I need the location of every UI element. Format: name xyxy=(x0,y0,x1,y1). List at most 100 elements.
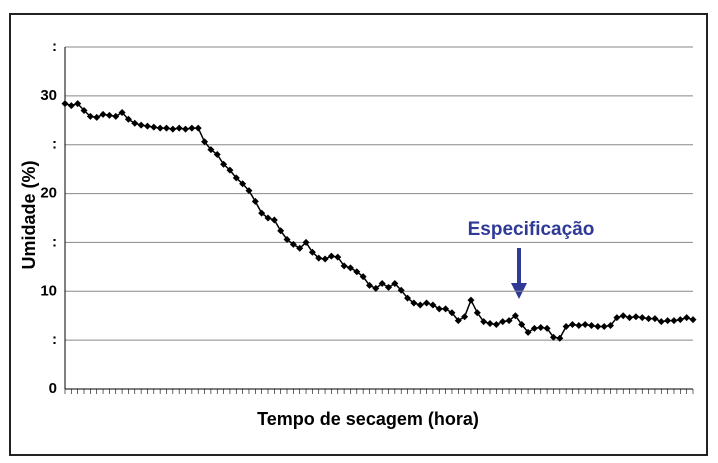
data-point xyxy=(461,313,469,321)
data-point xyxy=(613,314,621,322)
data-point xyxy=(404,294,412,302)
data-point xyxy=(385,283,393,291)
data-point xyxy=(74,100,82,108)
data-point xyxy=(308,248,316,256)
data-point xyxy=(302,238,310,246)
y-axis-title: Umidade (%) xyxy=(19,160,39,269)
data-point xyxy=(131,119,139,127)
data-point xyxy=(524,328,532,336)
data-point xyxy=(315,254,323,262)
data-point xyxy=(86,112,94,120)
data-point xyxy=(378,279,386,287)
y-tick-label: 10 xyxy=(40,282,57,299)
data-point xyxy=(340,262,348,270)
data-point xyxy=(162,124,170,132)
data-point xyxy=(568,321,576,329)
data-point xyxy=(67,102,75,110)
data-point xyxy=(683,314,691,322)
data-point xyxy=(112,112,120,120)
data-point xyxy=(543,324,551,332)
x-axis-title: Tempo de secagem (hora) xyxy=(257,409,479,429)
data-point xyxy=(391,279,399,287)
data-point xyxy=(410,299,418,307)
data-point xyxy=(143,122,151,130)
data-point xyxy=(562,322,570,330)
y-tick-label: 20 xyxy=(40,185,57,202)
data-point xyxy=(175,124,183,132)
y-tick-label: 30 xyxy=(40,87,57,104)
data-point xyxy=(575,321,583,329)
data-point xyxy=(245,187,253,195)
data-point xyxy=(505,317,513,325)
data-point xyxy=(423,299,431,307)
data-point xyxy=(232,174,240,182)
data-point xyxy=(657,318,665,326)
data-point xyxy=(137,121,145,129)
y-tick-label: : xyxy=(52,233,57,250)
data-point xyxy=(480,318,488,326)
data-point xyxy=(353,268,361,276)
y-tick-label: : xyxy=(52,331,57,348)
data-point xyxy=(105,111,113,119)
data-point xyxy=(594,322,602,330)
data-point xyxy=(530,324,538,332)
data-point xyxy=(251,197,259,205)
data-point xyxy=(670,317,678,325)
data-point xyxy=(296,244,304,252)
data-point xyxy=(518,321,526,329)
data-point xyxy=(346,264,354,272)
data-point xyxy=(435,305,443,313)
data-point xyxy=(365,281,373,289)
data-point xyxy=(467,296,475,304)
data-point xyxy=(239,180,247,188)
data-point xyxy=(581,321,589,329)
data-point xyxy=(645,315,653,323)
data-point xyxy=(270,216,278,224)
data-point xyxy=(226,166,234,174)
data-point xyxy=(194,124,202,132)
data-point xyxy=(99,110,107,118)
data-point xyxy=(321,255,329,263)
data-point xyxy=(150,123,158,131)
data-point xyxy=(201,138,209,146)
data-point xyxy=(188,124,196,132)
data-point xyxy=(283,235,291,243)
data-point xyxy=(473,309,481,317)
data-point xyxy=(118,108,126,116)
data-point xyxy=(334,253,342,261)
data-point xyxy=(626,314,634,322)
data-point xyxy=(676,316,684,324)
data-point xyxy=(258,209,266,217)
data-point xyxy=(124,115,132,123)
data-point xyxy=(588,321,596,329)
data-point xyxy=(416,301,424,309)
data-point xyxy=(619,312,627,320)
frame xyxy=(9,13,708,456)
data-point xyxy=(220,160,228,168)
data-point xyxy=(607,321,615,329)
data-point xyxy=(651,315,659,323)
y-tick-label: : xyxy=(52,38,57,55)
data-point xyxy=(664,317,672,325)
data-point xyxy=(289,240,297,248)
data-point xyxy=(454,317,462,325)
data-point xyxy=(182,125,190,133)
data-line xyxy=(64,102,694,340)
data-point xyxy=(492,321,500,329)
data-point xyxy=(93,113,101,121)
y-tick-label: : xyxy=(52,136,57,153)
data-point xyxy=(327,252,335,260)
data-point xyxy=(600,322,608,330)
data-point xyxy=(549,333,557,341)
data-point xyxy=(156,124,164,132)
data-point xyxy=(537,323,545,331)
data-point xyxy=(511,312,519,320)
data-point xyxy=(264,214,272,222)
data-point xyxy=(556,334,564,342)
data-point xyxy=(80,107,88,115)
data-point xyxy=(207,146,215,154)
annotation: Especificação xyxy=(468,219,595,240)
data-point xyxy=(359,273,367,281)
data-point xyxy=(372,284,380,292)
data-point xyxy=(486,320,494,328)
